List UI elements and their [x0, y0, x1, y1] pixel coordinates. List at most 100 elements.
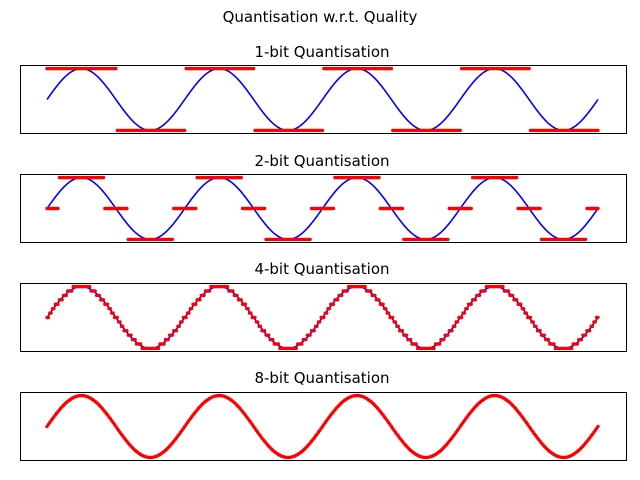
quantised-point: [194, 302, 198, 306]
quantised-point: [515, 175, 519, 180]
quantised-point: [101, 298, 106, 302]
quantised-points: [45, 66, 600, 133]
quantised-point: [446, 333, 450, 337]
quantised-point: [308, 333, 312, 337]
quantised-point: [404, 333, 409, 337]
quantised-points: [45, 284, 600, 351]
panel-8bit: 8-bit Quantisation: [20, 369, 627, 461]
quantised-point: [133, 337, 137, 342]
axes-frame-8bit: [20, 392, 627, 461]
quantised-point: [315, 324, 319, 329]
quantised-point: [552, 342, 556, 346]
quantised-point: [331, 206, 336, 211]
quantised-point: [125, 329, 129, 333]
quantised-point: [318, 320, 322, 324]
quantised-point: [194, 206, 198, 211]
quantised-point: [596, 206, 600, 211]
panel-title-2bit: 2-bit Quantisation: [254, 152, 389, 170]
quantised-point: [231, 289, 235, 293]
quantised-point: [129, 333, 133, 337]
quantised-point: [340, 293, 344, 298]
quantised-point: [546, 337, 551, 342]
quantised-point: [386, 311, 391, 315]
quantised-point: [446, 237, 450, 242]
quantised-point: [393, 320, 398, 324]
axes-frame-1bit: [20, 65, 627, 134]
quantised-point: [327, 306, 332, 311]
panel-1bit: 1-bit Quantisation: [20, 43, 627, 134]
quantised-point: [108, 306, 113, 311]
quantised-point: [400, 206, 405, 211]
quantised-point: [596, 424, 600, 429]
quantised-point: [271, 337, 275, 342]
quantised-point: [469, 302, 473, 306]
quantised-point: [180, 320, 184, 324]
quantised-point: [308, 237, 312, 242]
quantised-point: [400, 329, 405, 333]
plot-area-1bit: [45, 66, 600, 133]
quantised-point: [249, 311, 253, 315]
quantised-point: [459, 315, 464, 320]
quantised-point: [174, 329, 179, 333]
quantised-point: [64, 293, 68, 298]
quantised-point: [373, 293, 377, 298]
quantised-point: [389, 66, 394, 71]
quantised-point: [414, 342, 418, 346]
quantised-point: [465, 306, 469, 311]
quantised-point: [256, 320, 260, 324]
quantised-point: [207, 289, 212, 293]
quantised-point: [473, 298, 478, 302]
quantised-point: [115, 315, 119, 320]
quantised-point: [56, 302, 60, 306]
quantised-point: [202, 293, 206, 298]
quantised-point: [198, 298, 202, 302]
quantised-point: [294, 346, 299, 351]
quantised-point: [538, 206, 542, 211]
quantised-point: [189, 306, 194, 311]
quantised-point: [156, 346, 161, 351]
quantised-point: [262, 329, 267, 333]
quantised-point: [166, 337, 170, 342]
quantised-point: [322, 315, 326, 320]
quantised-point: [381, 302, 385, 306]
quantised-point: [111, 311, 115, 315]
quantised-point: [312, 329, 316, 333]
quantised-point: [391, 315, 395, 320]
quantised-point: [138, 342, 143, 346]
quantised-point: [519, 302, 523, 306]
quantised-point: [524, 311, 529, 315]
quantised-point: [300, 342, 304, 346]
quantised-point: [93, 289, 97, 293]
panel-title-4bit: 4-bit Quantisation: [254, 260, 389, 278]
quantised-point: [253, 315, 257, 320]
quantised-point: [239, 298, 243, 302]
quantised-point: [384, 306, 388, 311]
quantised-point: [570, 346, 574, 351]
quantised-point: [187, 311, 191, 315]
quantised-point: [52, 306, 56, 311]
quantised-point: [118, 320, 122, 324]
quantised-point: [363, 284, 367, 289]
figure-title: Quantisation w.r.t. Quality: [223, 8, 418, 26]
quantised-point: [527, 66, 531, 71]
quantised-point: [239, 175, 243, 180]
quantised-point: [243, 302, 248, 306]
quantised-point: [170, 333, 175, 337]
quantised-point: [345, 289, 349, 293]
quantised-point: [121, 324, 125, 329]
quantised-point: [455, 320, 460, 324]
quantised-point: [49, 311, 53, 315]
quantised-point: [335, 298, 340, 302]
quantised-point: [583, 333, 588, 337]
axes-frame-4bit: [20, 283, 627, 352]
quantised-point: [510, 293, 515, 298]
quantised-point: [377, 298, 381, 302]
quantised-point: [60, 298, 64, 302]
quantised-point: [542, 333, 546, 337]
quantised-point: [575, 342, 580, 346]
quantised-points: [45, 393, 600, 460]
quantised-point: [453, 324, 457, 329]
quantised-point: [501, 284, 505, 289]
quantised-point: [483, 289, 487, 293]
